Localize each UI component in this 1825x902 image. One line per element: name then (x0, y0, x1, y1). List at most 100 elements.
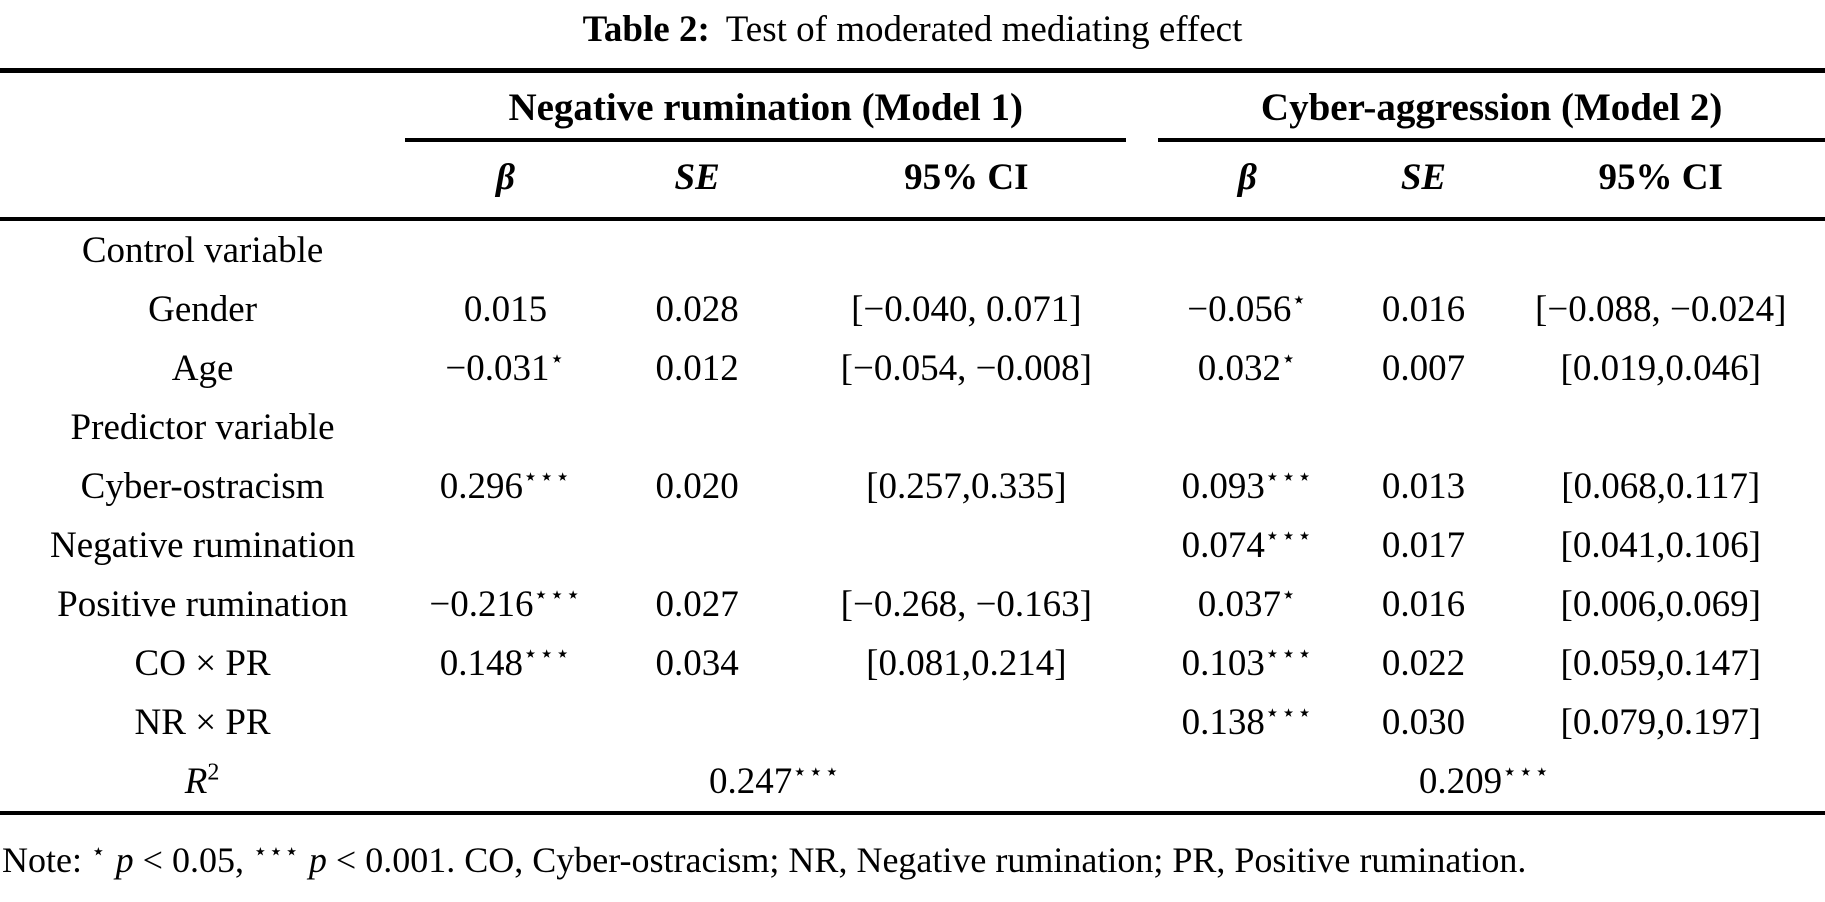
m1-beta-cell: −0.031⋆ (445, 346, 566, 389)
abbreviation-definitions: CO, Cyber-ostracism; NR, Negative rumina… (464, 840, 1527, 880)
column-group-header-row: Negative rumination (Model 1) Cyber-aggr… (0, 68, 1825, 142)
significance-stars: ⋆ (549, 346, 566, 373)
m1-beta-cell: −0.216⋆⋆⋆ (429, 582, 582, 625)
empty-cell (405, 398, 606, 457)
empty-cell (1496, 398, 1825, 457)
m1-se-cell: 0.020 (655, 466, 739, 507)
p-threshold-low: < 0.05, (133, 840, 244, 880)
m1-se-cell (606, 693, 789, 752)
significance-stars: ⋆⋆⋆ (533, 582, 582, 609)
table-caption: Table 2: Test of moderated mediating effe… (0, 0, 1825, 68)
m1-se-cell: 0.028 (655, 289, 739, 330)
table-row-nr-x-pr: NR × PR 0.138⋆⋆⋆ 0.030 [0.079,0.197] (0, 693, 1825, 752)
significance-stars: ⋆⋆⋆ (1502, 759, 1551, 786)
m1-se-cell: 0.012 (655, 348, 739, 389)
label-column-spacer (0, 68, 406, 142)
m1-ci-cell: [−0.268, −0.163] (840, 584, 1093, 625)
m2-ci-cell: [0.006,0.069] (1560, 584, 1761, 625)
m2-beta-cell: 0.093⋆⋆⋆ (1181, 464, 1314, 507)
row-label: NR × PR (134, 702, 271, 743)
empty-cell (1350, 398, 1496, 457)
empty-cell (788, 219, 1144, 280)
m2-r-squared-cell: 0.209⋆⋆⋆ (1144, 752, 1825, 815)
m1-se-cell: 0.027 (655, 584, 739, 625)
label-column-header (0, 142, 406, 221)
table-row-gender: Gender 0.015 0.028 [−0.040, 0.071] −0.05… (0, 280, 1825, 339)
table-row-cyber-ostracism: Cyber-ostracism 0.296⋆⋆⋆ 0.020 [0.257,0.… (0, 457, 1825, 516)
empty-cell (1496, 219, 1825, 280)
table-row-section-control: Control variable (0, 219, 1825, 280)
m1-beta-header: β (405, 142, 606, 221)
single-star-marker: ⋆ (90, 839, 107, 865)
row-label: Control variable (81, 230, 324, 271)
m2-se-cell: 0.016 (1381, 289, 1466, 330)
table-number: Table 2: (582, 9, 710, 50)
row-label: Cyber-ostracism (80, 466, 325, 507)
caption-text: Test of moderated mediating effect (725, 9, 1243, 50)
significance-stars: ⋆⋆⋆ (523, 464, 572, 491)
significance-stars: ⋆⋆⋆ (1264, 641, 1314, 668)
row-label: Gender (148, 289, 258, 330)
significance-stars: ⋆⋆⋆ (792, 759, 841, 786)
m2-beta-cell: 0.103⋆⋆⋆ (1181, 641, 1314, 684)
m2-ci-cell: [0.041,0.106] (1560, 525, 1761, 566)
empty-cell (1144, 219, 1350, 280)
m2-se-cell: 0.030 (1381, 702, 1466, 743)
m1-r-squared-cell: 0.247⋆⋆⋆ (405, 752, 1145, 815)
m2-beta-header: β (1144, 142, 1351, 221)
m1-se-cell: 0.034 (655, 643, 739, 684)
table-row-positive-rumination: Positive rumination −0.216⋆⋆⋆ 0.027 [−0.… (0, 575, 1825, 634)
table-row-negative-rumination: Negative rumination 0.074⋆⋆⋆ 0.017 [0.04… (0, 516, 1825, 575)
table-row-co-x-pr: CO × PR 0.148⋆⋆⋆ 0.034 [0.081,0.214] 0.1… (0, 634, 1825, 693)
m2-ci-header: 95% CI (1496, 142, 1825, 221)
m2-ci-cell: [0.059,0.147] (1560, 643, 1761, 684)
m1-beta-cell: 0.296⋆⋆⋆ (439, 464, 572, 507)
row-label: CO × PR (134, 643, 271, 684)
m1-ci-cell: [−0.040, 0.071] (851, 289, 1082, 330)
m1-ci-header: 95% CI (788, 142, 1145, 221)
m2-ci-cell: [−0.088, −0.024] (1535, 289, 1787, 330)
column-group-model1-label: Negative rumination (Model 1) (405, 73, 1127, 142)
p-threshold-high: < 0.001. (326, 840, 456, 880)
column-group-model2: Cyber-aggression (Model 2) (1144, 68, 1825, 142)
p-symbol: p (115, 840, 134, 880)
m2-ci-cell: [0.019,0.046] (1560, 348, 1761, 389)
column-group-model2-label: Cyber-aggression (Model 2) (1158, 73, 1825, 142)
significance-stars: ⋆ (1280, 582, 1298, 609)
column-group-model1: Negative rumination (Model 1) (405, 68, 1145, 142)
m2-ci-cell: [0.079,0.197] (1560, 702, 1761, 743)
empty-cell (405, 219, 606, 280)
m1-ci-cell (788, 516, 1144, 575)
empty-cell (606, 219, 789, 280)
row-label: Negative rumination (49, 525, 356, 566)
m1-beta-cell: 0.148⋆⋆⋆ (439, 641, 572, 684)
table-row-r-squared: R2 0.247⋆⋆⋆ 0.209⋆⋆⋆ (0, 752, 1825, 815)
table-row-age: Age −0.031⋆ 0.012 [−0.054, −0.008] 0.032… (0, 339, 1825, 398)
significance-stars: ⋆⋆⋆ (523, 641, 572, 668)
table-note: Note: ⋆ p < 0.05, ⋆⋆⋆ p < 0.001. CO, Cyb… (0, 815, 1825, 881)
m1-beta-cell (405, 516, 606, 575)
m1-beta-cell (405, 693, 606, 752)
m2-se-cell: 0.017 (1381, 525, 1466, 566)
table-row-section-predictor: Predictor variable (0, 398, 1825, 457)
empty-cell (1144, 398, 1350, 457)
m2-se-cell: 0.013 (1381, 466, 1466, 507)
row-label: R2 (0, 752, 406, 815)
significance-stars: ⋆⋆⋆ (1264, 700, 1314, 727)
m2-beta-cell: 0.074⋆⋆⋆ (1181, 523, 1314, 566)
row-label: Positive rumination (57, 584, 348, 625)
m1-se-header: SE (605, 142, 789, 221)
empty-cell (606, 398, 789, 457)
triple-star-marker: ⋆⋆⋆ (252, 839, 300, 865)
significance-stars: ⋆ (1291, 287, 1308, 314)
m1-se-cell (606, 516, 789, 575)
m1-beta-cell: 0.015 (463, 289, 548, 330)
empty-cell (788, 398, 1144, 457)
r-squared-exponent: 2 (207, 759, 221, 786)
p-symbol: p (308, 840, 327, 880)
significance-stars: ⋆⋆⋆ (1264, 523, 1314, 550)
significance-stars: ⋆⋆⋆ (1264, 464, 1314, 491)
empty-cell (1350, 219, 1496, 280)
m2-se-cell: 0.016 (1381, 584, 1466, 625)
